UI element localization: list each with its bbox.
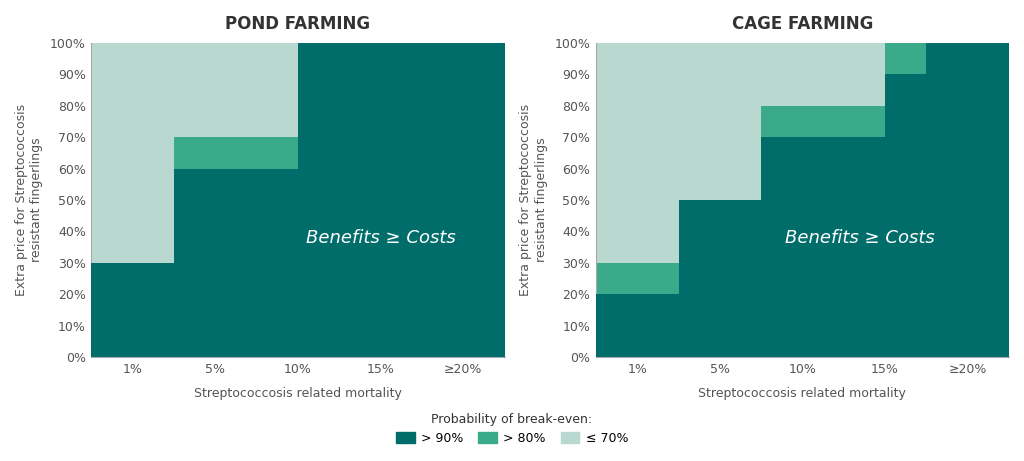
- Bar: [761, 106, 885, 137]
- Text: Benefits ≥ Costs: Benefits ≥ Costs: [306, 229, 456, 247]
- Title: POND FARMING: POND FARMING: [225, 15, 371, 33]
- Bar: [761, 43, 885, 106]
- X-axis label: Streptococcosis related mortality: Streptococcosis related mortality: [194, 387, 401, 400]
- Bar: [596, 295, 1009, 357]
- Bar: [174, 137, 298, 169]
- Title: CAGE FARMING: CAGE FARMING: [732, 15, 873, 33]
- Bar: [885, 43, 927, 74]
- Bar: [174, 169, 505, 263]
- Bar: [596, 263, 679, 295]
- Bar: [596, 43, 679, 263]
- Bar: [679, 43, 761, 200]
- Bar: [91, 263, 505, 357]
- Y-axis label: Extra price for Streptococcosis
resistant fingerlings: Extra price for Streptococcosis resistan…: [15, 104, 43, 296]
- Bar: [91, 43, 174, 263]
- Bar: [927, 43, 1009, 74]
- X-axis label: Streptococcosis related mortality: Streptococcosis related mortality: [698, 387, 906, 400]
- Bar: [298, 43, 505, 169]
- Text: Benefits ≥ Costs: Benefits ≥ Costs: [785, 229, 935, 247]
- Legend: > 90%, > 80%, ≤ 70%: > 90%, > 80%, ≤ 70%: [391, 408, 633, 450]
- Y-axis label: Extra price for Streptococcosis
resistant fingerlings: Extra price for Streptococcosis resistan…: [519, 104, 548, 296]
- Bar: [679, 200, 1009, 295]
- Bar: [885, 74, 1009, 137]
- Bar: [174, 43, 298, 137]
- Bar: [761, 137, 1009, 200]
